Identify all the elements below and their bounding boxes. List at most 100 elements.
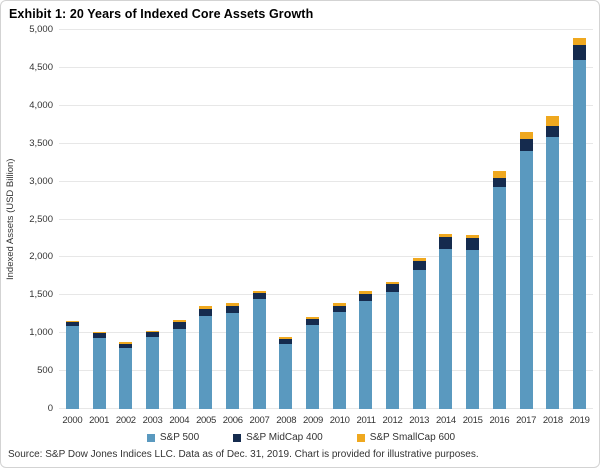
bar-2004 <box>172 319 186 409</box>
bar-2013 <box>412 258 426 409</box>
segment-s-p-500-2010 <box>332 312 346 409</box>
segment-s-p-smallcap-600-2004 <box>172 319 186 323</box>
segment-s-p-midcap-400-2006 <box>225 306 239 314</box>
segment-s-p-smallcap-600-2009 <box>306 316 320 320</box>
segment-s-p-smallcap-600-2011 <box>359 291 373 295</box>
x-tick-label-2012: 2012 <box>382 415 403 426</box>
legend-item-s-p-smallcap-600: S&P SmallCap 600 <box>356 432 456 443</box>
segment-s-p-smallcap-600-2008 <box>279 337 293 340</box>
gridline-2500 <box>59 218 593 220</box>
y-tick-label: 2,000 <box>29 251 53 263</box>
y-tick-label: 3,500 <box>29 137 53 149</box>
segment-s-p-midcap-400-2018 <box>546 125 560 137</box>
bar-2001 <box>92 331 106 409</box>
x-tick-label-2016: 2016 <box>489 415 510 426</box>
segment-s-p-midcap-400-2003 <box>145 332 159 337</box>
bar-2019 <box>572 37 586 409</box>
x-tick-label-2017: 2017 <box>516 415 537 426</box>
segment-s-p-midcap-400-2010 <box>332 305 346 313</box>
bars-row <box>59 30 593 409</box>
segment-s-p-midcap-400-2002 <box>119 343 133 348</box>
bar-2011 <box>359 291 373 409</box>
segment-s-p-500-2000 <box>65 326 79 409</box>
gridline-1000 <box>59 332 593 334</box>
bar-slot-2006 <box>225 30 239 409</box>
bar-slot-2003 <box>145 30 159 409</box>
segment-s-p-smallcap-600-2014 <box>439 233 453 237</box>
segment-s-p-midcap-400-2016 <box>492 177 506 187</box>
segment-s-p-midcap-400-2019 <box>572 45 586 61</box>
gridline-1500 <box>59 294 593 296</box>
segment-s-p-500-2012 <box>386 291 400 409</box>
y-tick-label: 1,000 <box>29 327 53 339</box>
segment-s-p-smallcap-600-2018 <box>546 116 560 126</box>
x-tick-label-2006: 2006 <box>222 415 243 426</box>
segment-s-p-midcap-400-2013 <box>412 261 426 270</box>
segment-s-p-500-2007 <box>252 299 266 409</box>
x-axis-labels: 2000 2001 2002 2003 2004 2005 2006 2007 2008 2009… <box>59 415 593 426</box>
x-tick-label-2014: 2014 <box>435 415 456 426</box>
legend-label: S&P SmallCap 600 <box>369 432 456 443</box>
bar-slot-2012 <box>386 30 400 409</box>
bar-slot-2015 <box>466 30 480 409</box>
segment-s-p-smallcap-600-2013 <box>412 258 426 262</box>
bar-2008 <box>279 337 293 409</box>
segment-s-p-500-2008 <box>279 343 293 409</box>
plot-area <box>59 29 593 409</box>
x-tick-label-2008: 2008 <box>276 415 297 426</box>
x-tick-label-2005: 2005 <box>196 415 216 426</box>
segment-s-p-500-2019 <box>572 60 586 409</box>
bar-slot-2007 <box>252 30 266 409</box>
x-tick-label-2003: 2003 <box>142 415 163 426</box>
x-tick-label-2001: 2001 <box>89 415 110 426</box>
bar-2007 <box>252 290 266 409</box>
bar-2000 <box>65 321 79 409</box>
bar-slot-2010 <box>332 30 346 409</box>
bar-2003 <box>145 330 159 409</box>
bar-slot-2000 <box>65 30 79 409</box>
segment-s-p-smallcap-600-2006 <box>225 302 239 307</box>
x-tick-label-2019: 2019 <box>569 415 590 426</box>
segment-s-p-500-2016 <box>492 186 506 409</box>
segment-s-p-smallcap-600-2001 <box>92 331 106 334</box>
segment-s-p-500-2006 <box>225 313 239 409</box>
bar-slot-2004 <box>172 30 186 409</box>
segment-s-p-500-2003 <box>145 337 159 409</box>
y-tick-label: 500 <box>37 365 53 377</box>
segment-s-p-smallcap-600-2010 <box>332 302 346 306</box>
segment-s-p-smallcap-600-2015 <box>466 235 480 238</box>
bar-2002 <box>119 341 133 409</box>
segment-s-p-midcap-400-2000 <box>65 322 79 327</box>
y-tick-label: 2,500 <box>29 213 53 225</box>
bar-slot-2019 <box>572 30 586 409</box>
segment-s-p-midcap-400-2004 <box>172 322 186 329</box>
segment-s-p-midcap-400-2008 <box>279 339 293 344</box>
bar-2018 <box>546 116 560 409</box>
legend-label: S&P MidCap 400 <box>246 432 323 443</box>
bar-2017 <box>519 132 533 409</box>
segment-s-p-smallcap-600-2000 <box>65 321 79 323</box>
y-tick-label: 5,000 <box>29 24 53 35</box>
segment-s-p-500-2018 <box>546 136 560 409</box>
chart-title: Exhibit 1: 20 Years of Indexed Core Asse… <box>9 7 314 21</box>
x-tick-label-2010: 2010 <box>329 415 350 426</box>
segment-s-p-midcap-400-2017 <box>519 139 533 152</box>
segment-s-p-midcap-400-2015 <box>466 237 480 250</box>
segment-s-p-500-2002 <box>119 347 133 409</box>
bar-slot-2008 <box>279 30 293 409</box>
segment-s-p-midcap-400-2001 <box>92 333 106 338</box>
x-tick-label-2013: 2013 <box>409 415 430 426</box>
segment-s-p-smallcap-600-2002 <box>119 341 133 344</box>
gridline-3000 <box>59 180 593 182</box>
legend-item-s-p-500: S&P 500 <box>146 432 199 443</box>
legend-swatch-icon <box>356 433 365 442</box>
segment-s-p-smallcap-600-2005 <box>199 306 213 309</box>
segment-s-p-midcap-400-2014 <box>439 236 453 250</box>
gridline-4500 <box>59 66 593 68</box>
bar-slot-2001 <box>92 30 106 409</box>
y-tick-label: 1,500 <box>29 289 53 301</box>
source-note: Source: S&P Dow Jones Indices LLC. Data … <box>8 449 479 460</box>
segment-s-p-500-2004 <box>172 328 186 409</box>
bar-slot-2018 <box>546 30 560 409</box>
